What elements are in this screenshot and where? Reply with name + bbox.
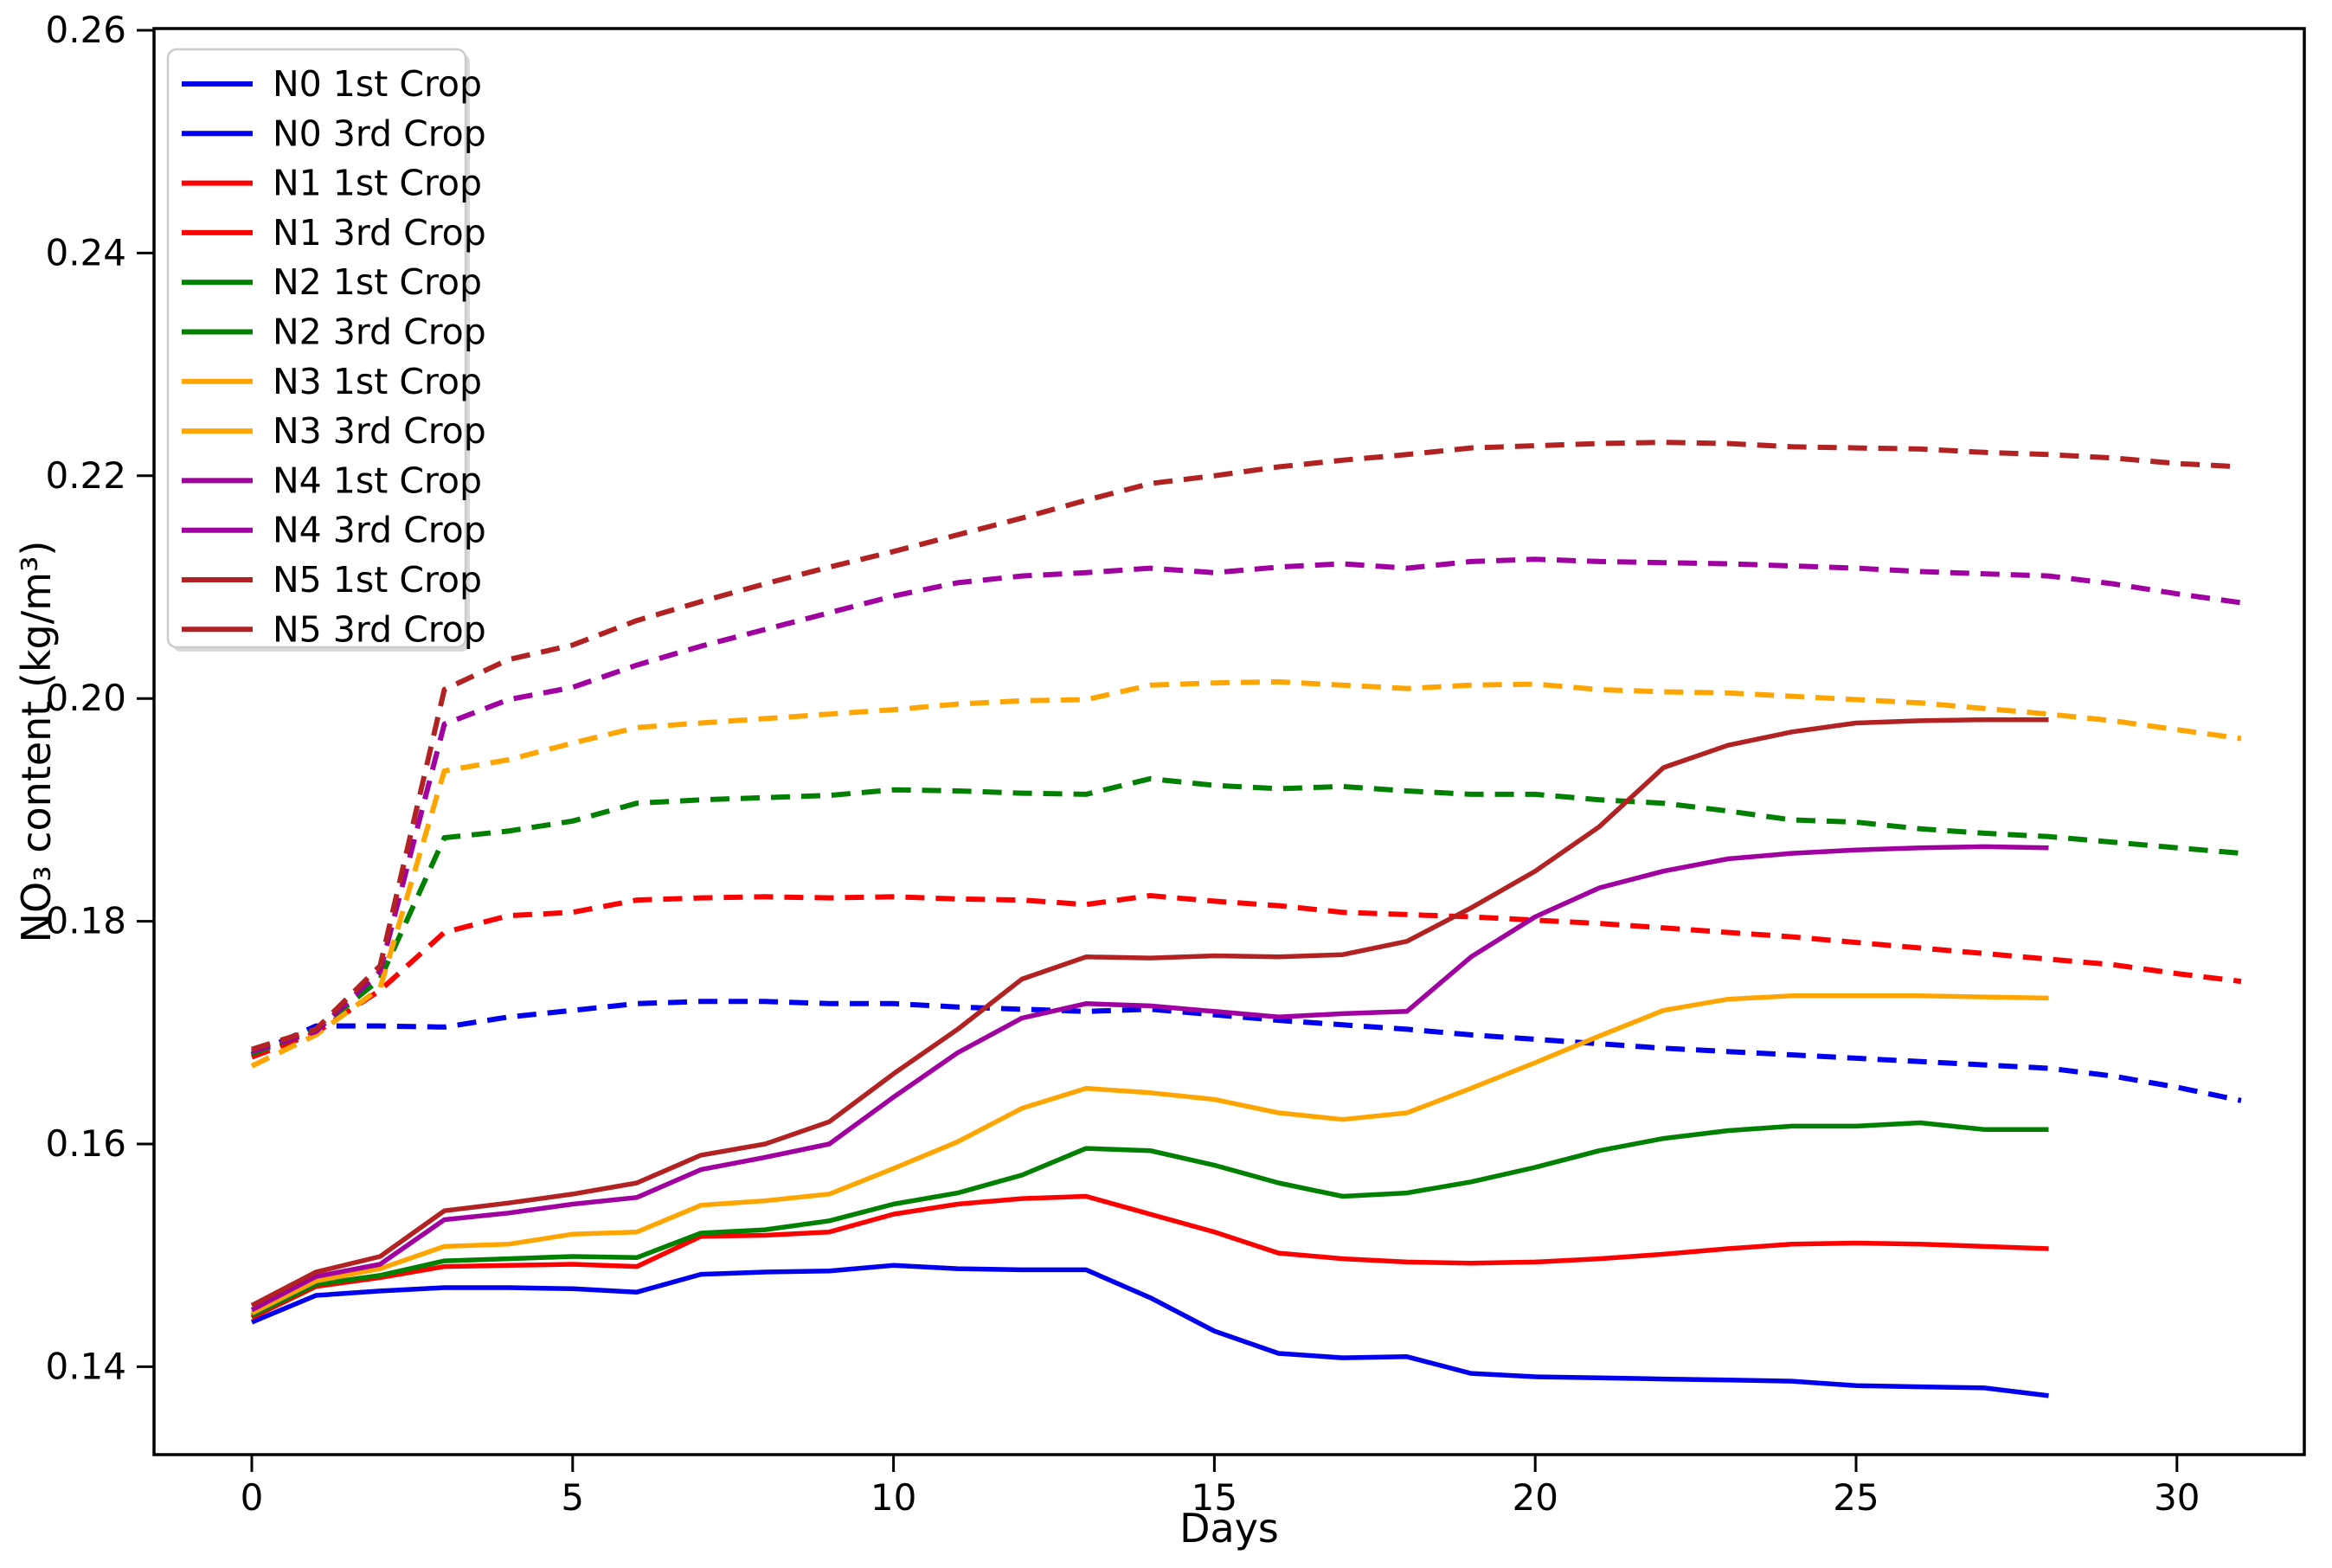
legend-label-n3-1st-crop: N3 1st Crop [273,361,482,402]
series-line-n3-1st-crop [250,993,2049,1316]
y-tick-label: 0.16 [45,1122,126,1165]
y-tick-label: 0.20 [45,677,126,719]
legend-label-n0-1st-crop: N0 1st Crop [273,63,482,105]
series-line-n0-1st-crop [250,1263,2049,1398]
series-line-n2-1st-crop [250,1120,2049,1318]
x-axis-ticks: 0 5 10 15 20 25 30 [241,1455,2200,1519]
x-tick-label: 10 [870,1476,916,1519]
y-tick-label: 0.24 [45,231,126,273]
legend-label-n5-1st-crop: N5 1st Crop [273,559,482,601]
legend-label-n1-3rd-crop: N1 3rd Crop [273,212,486,254]
series-line-n5-3rd-crop [251,440,2242,1052]
series-line-n3-3rd-crop [250,678,2242,1069]
series-line-n4-3rd-crop [251,556,2242,1055]
x-tick-label: 15 [1192,1476,1237,1519]
legend-label-n4-1st-crop: N4 1st Crop [273,459,482,501]
y-tick-label: 0.18 [45,900,126,942]
x-tick-label: 0 [241,1476,264,1519]
y-tick-label: 0.26 [45,9,126,51]
legend-label-n2-3rd-crop: N2 3rd Crop [273,312,486,353]
x-tick-label: 30 [2154,1476,2200,1519]
x-tick-label: 20 [1512,1476,1558,1519]
x-tick-label: 25 [1833,1476,1879,1519]
y-tick-label: 0.22 [45,454,126,497]
series-line-n4-1st-crop [250,844,2049,1313]
y-axis-label: NO₃ content (kg/m³) [13,541,60,943]
series-line-n5-1st-crop [250,717,2049,1308]
legend-box: N0 1st Crop N0 3rd Crop N1 1st Crop N1 3rd … [166,48,486,652]
y-axis-ticks: 0.26 0.24 0.22 0.20 0.18 0.16 0.14 [45,9,154,1387]
legend-frame [166,48,467,649]
legend-label-n5-3rd-crop: N5 3rd Crop [273,608,486,650]
x-axis-label: Days [1179,1505,1279,1552]
plot-frame [152,27,2306,1456]
series-line-n1-3rd-crop [250,893,2242,1060]
series-line-n0-3rd-crop [250,999,2242,1103]
y-tick-label: 0.14 [45,1345,126,1387]
data-series-lines [250,440,2242,1398]
legend-label-n0-3rd-crop: N0 3rd Crop [273,112,486,154]
legend-label-n2-1st-crop: N2 1st Crop [273,261,482,303]
legend-label-n1-1st-crop: N1 1st Crop [273,163,482,204]
legend-label-n3-3rd-crop: N3 3rd Crop [273,410,486,452]
legend-label-n4-3rd-crop: N4 3rd Crop [273,510,486,551]
series-line-n1-1st-crop [250,1193,2049,1321]
x-tick-label: 5 [561,1476,584,1519]
